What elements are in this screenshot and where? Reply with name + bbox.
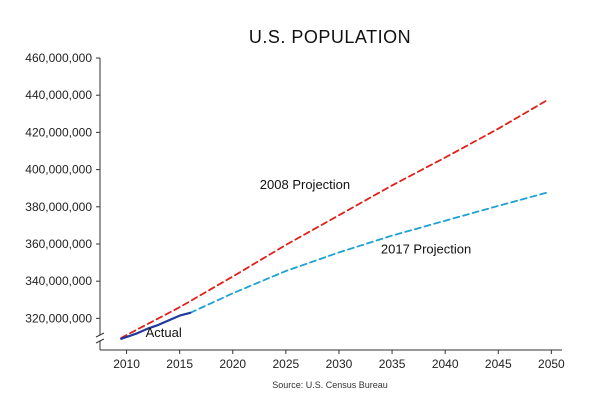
x-axis: 2010 2015 2020 2025 2030 2035 2040 2045 2050 [100, 349, 565, 371]
y-tick-label: 360,000,000 [25, 237, 92, 251]
x-tick-label: 2025 [273, 357, 300, 371]
chart-title: U.S. POPULATION [249, 27, 411, 47]
y-axis: 320,000,000 340,000,000 360,000,000 380,000… [25, 51, 105, 350]
series-line-2017-projection [189, 191, 547, 314]
axis-break-mark [95, 338, 105, 344]
y-tick-label: 340,000,000 [25, 274, 92, 288]
annotations: 2008 Projection 2017 Projection Actual [146, 177, 472, 340]
x-tick-label: 2010 [113, 357, 140, 371]
axis-break-mark [95, 332, 105, 338]
y-tick-label: 440,000,000 [25, 88, 92, 102]
x-tick-label: 2035 [379, 357, 406, 371]
source-note: Source: U.S. Census Bureau [272, 380, 388, 390]
y-tick-label: 400,000,000 [25, 163, 92, 177]
x-tick-label: 2030 [326, 357, 353, 371]
series-line-2008-projection [120, 99, 547, 339]
annotation-label: 2008 Projection [260, 177, 350, 192]
x-tick-label: 2020 [219, 357, 246, 371]
y-tick-label: 420,000,000 [25, 125, 92, 139]
x-tick-label: 2045 [485, 357, 512, 371]
annotation-label: 2017 Projection [381, 241, 471, 256]
y-tick-label: 320,000,000 [25, 311, 92, 325]
y-tick-label: 380,000,000 [25, 200, 92, 214]
x-tick-label: 2040 [432, 357, 459, 371]
series-line-actual [120, 311, 192, 340]
x-tick-label: 2015 [166, 357, 193, 371]
series-lines [120, 99, 547, 340]
annotation-label: Actual [146, 325, 182, 340]
x-tick-label: 2050 [538, 357, 565, 371]
y-tick-label: 460,000,000 [25, 51, 92, 65]
